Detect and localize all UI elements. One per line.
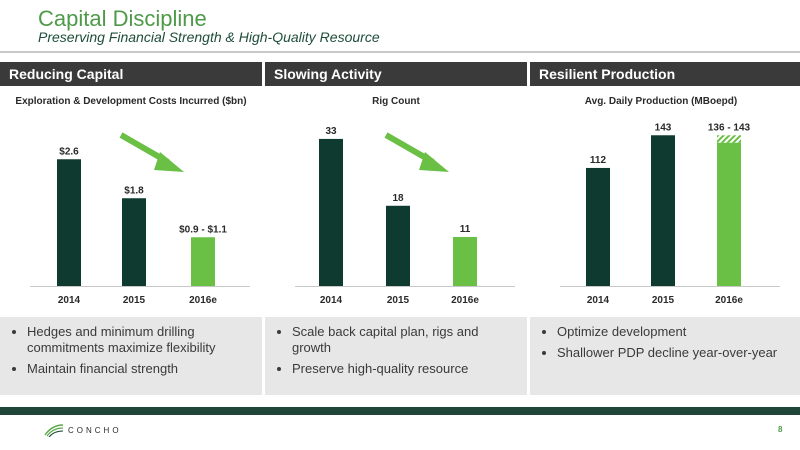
panel-heading-reducing-capital: Reducing Capital bbox=[0, 62, 262, 86]
panel-heading-slowing-activity: Slowing Activity bbox=[265, 62, 527, 86]
data-label: $2.6 bbox=[59, 146, 79, 157]
bullet-item: Hedges and minimum drilling commitments … bbox=[27, 324, 254, 356]
tick-label: 2014 bbox=[587, 295, 610, 306]
down-trend-arrow-icon bbox=[119, 132, 184, 172]
page-number: 8 bbox=[778, 425, 783, 434]
arrow-head bbox=[154, 152, 184, 172]
down-trend-arrow-icon bbox=[384, 132, 449, 172]
tick-label: 2015 bbox=[123, 295, 146, 306]
concho-leaf-icon bbox=[44, 424, 64, 437]
tick-label: 2015 bbox=[387, 295, 410, 306]
tick-label: 2014 bbox=[320, 295, 343, 306]
arrow-head bbox=[419, 152, 449, 172]
chart-title: Exploration & Development Costs Incurred… bbox=[15, 96, 246, 107]
company-logo: CONCHO bbox=[44, 423, 122, 437]
chart-title: Rig Count bbox=[372, 96, 420, 107]
bar bbox=[319, 138, 343, 286]
chart-rig-count-svg: Rig Count 33 2014 18 2015 11 2016e bbox=[295, 96, 515, 306]
bullets-reducing-capital: Hedges and minimum drilling commitments … bbox=[0, 317, 262, 395]
bullet-item: Preserve high-quality resource bbox=[292, 361, 519, 377]
tick-label: 2016e bbox=[451, 295, 479, 306]
logo-text: CONCHO bbox=[68, 425, 122, 435]
tick-label: 2014 bbox=[58, 295, 81, 306]
chart-production: Avg. Daily Production (MBoepd) 112 2014 143… bbox=[530, 90, 792, 315]
bar bbox=[651, 135, 675, 286]
data-label: 112 bbox=[590, 155, 607, 166]
title-divider bbox=[0, 51, 800, 53]
chart-production-svg: Avg. Daily Production (MBoepd) 112 2014 143… bbox=[560, 96, 780, 306]
chart-title: Avg. Daily Production (MBoepd) bbox=[585, 96, 737, 107]
bullets-resilient-production: Optimize development Shallower PDP decli… bbox=[530, 317, 800, 395]
data-label: $0.9 - $1.1 bbox=[179, 224, 227, 235]
data-label: 11 bbox=[460, 224, 471, 235]
bullets-slowing-activity: Scale back capital plan, rigs and growth… bbox=[265, 317, 527, 395]
chart-capital: Exploration & Development Costs Incurred… bbox=[0, 90, 262, 315]
footer-band bbox=[0, 407, 800, 415]
page-subtitle: Preserving Financial Strength & High-Qua… bbox=[38, 29, 380, 45]
data-label: 136 - 143 bbox=[708, 122, 751, 133]
data-label: 33 bbox=[325, 126, 337, 137]
data-label: $1.8 bbox=[124, 185, 144, 196]
bullet-item: Optimize development bbox=[557, 324, 792, 340]
tick-label: 2015 bbox=[652, 295, 675, 306]
bullet-item: Shallower PDP decline year-over-year bbox=[557, 345, 792, 361]
bar bbox=[717, 142, 741, 286]
bar bbox=[586, 167, 610, 286]
chart-rig-count: Rig Count 33 2014 18 2015 11 2016e bbox=[265, 90, 527, 315]
bar bbox=[453, 236, 477, 286]
panel-heading-resilient-production: Resilient Production bbox=[530, 62, 800, 86]
bullet-item: Scale back capital plan, rigs and growth bbox=[292, 324, 519, 356]
bar bbox=[57, 159, 81, 286]
page-title: Capital Discipline bbox=[38, 6, 207, 31]
bullet-item: Maintain financial strength bbox=[27, 361, 254, 377]
bar bbox=[386, 205, 410, 286]
data-label: 143 bbox=[655, 122, 672, 133]
tick-label: 2016e bbox=[715, 295, 743, 306]
chart-capital-svg: Exploration & Development Costs Incurred… bbox=[15, 96, 250, 306]
bar-range bbox=[717, 135, 741, 143]
tick-label: 2016e bbox=[189, 295, 217, 306]
bar bbox=[122, 198, 146, 286]
bar bbox=[191, 237, 215, 286]
data-label: 18 bbox=[392, 193, 404, 204]
